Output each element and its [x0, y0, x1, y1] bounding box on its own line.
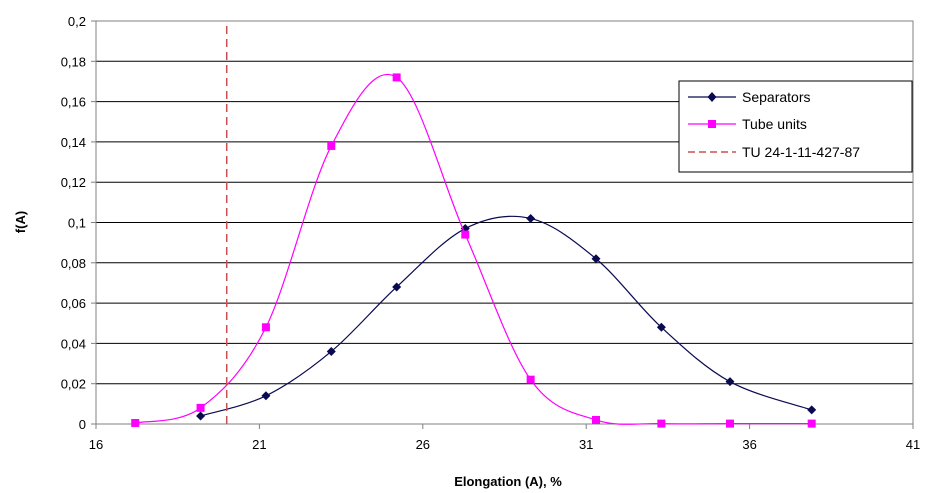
legend-label-tu: TU 24-1-11-427-87: [742, 144, 860, 160]
legend-label-separators: Separators: [742, 89, 810, 105]
y-tick-label: 0,1: [68, 216, 86, 231]
y-tick-label: 0: [79, 417, 86, 432]
data-point-tube-units: [657, 419, 666, 428]
data-point-separators: [656, 322, 666, 332]
data-point-tube-units: [526, 375, 535, 384]
data-point-tube-units: [725, 419, 734, 428]
legend-item-separators: Separators: [688, 89, 810, 105]
x-tick-label: 21: [252, 437, 266, 452]
data-point-separators: [196, 411, 206, 421]
series-layer: [131, 21, 817, 428]
x-tick-label: 26: [416, 437, 430, 452]
legend-box: [678, 80, 913, 173]
y-tick-label: 0,08: [61, 256, 86, 271]
legend-item-tu: TU 24-1-11-427-87: [688, 144, 860, 160]
x-axis-title: Elongation (A), %: [454, 474, 562, 489]
legend: Separators Tube units TU 24-1-11-427-87: [678, 80, 913, 173]
y-axis-title: f(A): [13, 211, 28, 233]
data-point-separators: [392, 282, 402, 292]
y-tick-label: 0,18: [61, 54, 86, 69]
legend-marker-tube-units: [708, 120, 716, 128]
y-tick-label: 0,12: [61, 175, 86, 190]
data-point-tube-units: [261, 323, 270, 332]
y-tick-label: 0,02: [61, 377, 86, 392]
x-tick-label: 36: [742, 437, 756, 452]
data-point-tube-units: [461, 230, 470, 239]
y-tick-label: 0,14: [61, 135, 86, 150]
legend-marker-separators: [707, 92, 717, 102]
data-point-tube-units: [327, 141, 336, 150]
data-point-separators: [725, 377, 735, 387]
data-point-separators: [326, 346, 336, 356]
y-axis-ticks: 0 0,02 0,04 0,06 0,08 0,1 0,12 0,14 0,16 0,18 0,2: [61, 14, 96, 432]
data-point-tube-units: [131, 418, 140, 427]
y-tick-label: 0,2: [68, 14, 86, 29]
y-tick-label: 0,04: [61, 336, 86, 351]
legend-label-tube-units: Tube units: [742, 116, 807, 132]
y-tick-label: 0,16: [61, 95, 86, 110]
legend-item-tube-units: Tube units: [688, 116, 807, 132]
data-point-separators: [261, 391, 271, 401]
x-axis-ticks: 16 21 26 31 36 41: [89, 424, 920, 452]
x-tick-label: 41: [906, 437, 920, 452]
data-point-separators: [526, 213, 536, 223]
data-point-tube-units: [592, 415, 601, 424]
data-point-tube-units: [807, 419, 816, 428]
data-point-tube-units: [196, 403, 205, 412]
series-line-separators: [200, 215, 812, 417]
x-tick-label: 16: [89, 437, 103, 452]
data-point-separators: [591, 254, 601, 264]
y-tick-label: 0,06: [61, 296, 86, 311]
data-point-separators: [807, 405, 817, 415]
x-tick-label: 31: [579, 437, 593, 452]
data-point-tube-units: [392, 73, 401, 82]
